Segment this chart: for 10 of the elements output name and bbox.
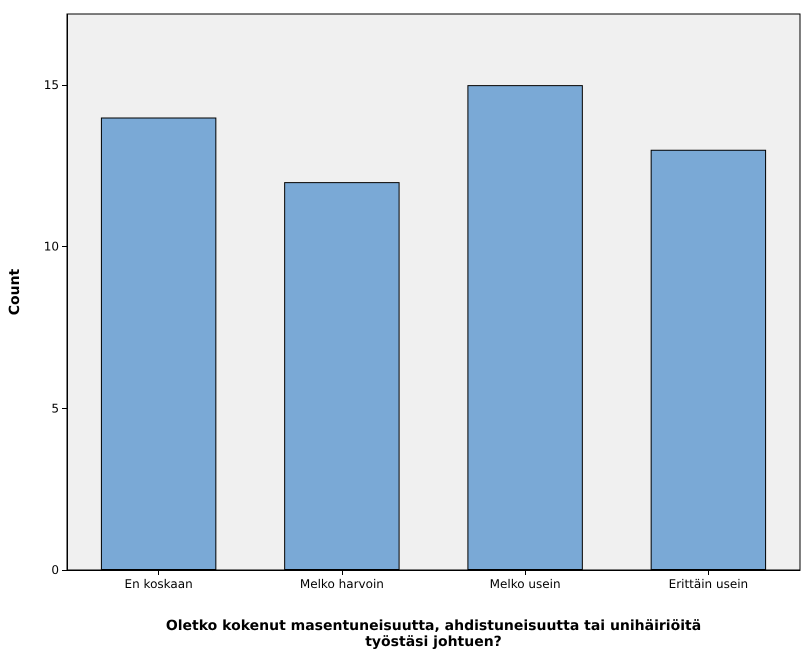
x-tick-label: Erittäin usein: [668, 577, 748, 591]
x-tick-label: Melko harvoin: [300, 577, 384, 591]
y-tick-label: 15: [44, 78, 59, 92]
x-tick-label: Melko usein: [490, 577, 561, 591]
y-tick-label: 10: [44, 240, 59, 254]
y-tick-label: 0: [51, 563, 59, 577]
x-axis-title: Oletko kokenut masentuneisuutta, ahdistuneisuutta tai unihäiriöitä työstäsi johtuen?: [166, 618, 702, 650]
y-tick-label: 5: [51, 401, 59, 416]
y-axis-title: Count: [7, 268, 23, 316]
x-tick-label: En koskaan: [124, 577, 193, 591]
